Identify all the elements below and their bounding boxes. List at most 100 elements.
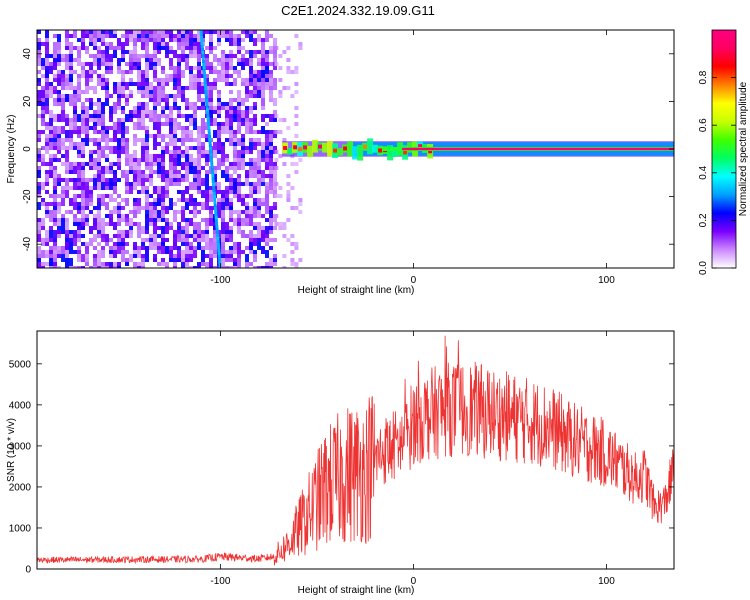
spectrogram-cell <box>145 258 149 262</box>
spectrogram-cell <box>57 266 61 268</box>
spectrogram-cell <box>213 238 217 242</box>
spectrogram-cell <box>57 102 61 106</box>
spectrogram-cell <box>237 162 241 170</box>
spectrogram-cell <box>418 144 423 149</box>
spectrogram-cell <box>197 42 201 50</box>
spectrogram-cell <box>85 186 89 190</box>
spectrogram-cell <box>73 214 77 218</box>
spectrogram-cell <box>249 186 253 194</box>
spectrogram-cell <box>201 190 205 198</box>
spectrogram-cell <box>273 186 277 190</box>
spectrogram-cell <box>205 102 209 105</box>
spectrogram-cell <box>298 258 303 262</box>
spectrogram-cell <box>133 46 137 54</box>
spectrogram-cell <box>241 38 245 42</box>
spectrogram-cell <box>113 34 117 38</box>
spectrogram-cell <box>185 114 189 122</box>
spectrogram-cell <box>197 210 201 214</box>
spectrogram-cell <box>153 114 157 122</box>
spectrogram-cell <box>214 213 218 216</box>
spectrogram-cell <box>161 122 165 126</box>
spectrogram-cell <box>125 222 129 226</box>
spectrogram-cell <box>197 174 201 178</box>
spectrogram-cell <box>101 166 105 174</box>
spectrogram-cell <box>153 258 157 262</box>
spectrogram-cell <box>65 222 69 230</box>
spectrogram-cell <box>229 90 233 94</box>
spectrogram-cell <box>157 242 161 246</box>
spectrogram-cell <box>121 218 125 222</box>
spectrogram-cell <box>257 142 261 146</box>
spectrogram-cell <box>213 86 217 90</box>
spectrogram-cell <box>161 98 165 102</box>
spectrogram-cell <box>153 190 157 194</box>
spectrogram-cell <box>249 106 253 110</box>
spectrogram-cell <box>177 62 181 66</box>
spectrogram-cell <box>81 90 85 94</box>
spectrogram-cell <box>249 218 253 226</box>
spectrogram-cell <box>213 198 217 201</box>
spectrogram-cell <box>253 30 257 34</box>
spectrogram-cell <box>73 106 77 110</box>
spectrogram-cell <box>129 170 133 174</box>
spectrogram-cell <box>221 218 225 222</box>
spectrogram-cell <box>261 38 265 42</box>
spectrogram-cell <box>105 70 109 74</box>
spectrogram-cell <box>221 122 225 126</box>
spectrogram-cell <box>265 262 269 268</box>
spectrogram-cell <box>133 114 137 118</box>
spectrogram-cell <box>37 114 41 118</box>
spectrogram-cell <box>185 106 189 110</box>
spectrogram-cell <box>53 266 57 268</box>
spectrogram-cell <box>193 166 197 174</box>
spectrogram-cell <box>49 238 53 242</box>
spectrogram-cell <box>229 30 233 38</box>
spectrogram-cell <box>173 38 177 42</box>
spectrogram-cell <box>181 210 185 214</box>
spectrogram-cell <box>117 242 121 246</box>
spectrogram-cell <box>201 166 205 170</box>
spectrogram-cell <box>205 105 209 108</box>
spectrogram-cell <box>89 86 93 90</box>
spectrogram-cell <box>197 178 201 186</box>
spectrogram-cell <box>173 262 177 266</box>
spectrogram-cell <box>204 93 208 96</box>
spectrogram-cell <box>205 30 209 34</box>
spectrogram-cell <box>253 182 257 186</box>
spectrogram-cell <box>177 66 181 74</box>
spectrogram-cell <box>109 250 113 254</box>
spectrogram-cell <box>69 238 73 242</box>
spectrogram-cell <box>141 94 145 98</box>
spectrogram-cell <box>61 162 65 166</box>
spectrogram-cell <box>77 142 81 146</box>
spectrogram-cell <box>53 246 57 250</box>
spectrogram-cell <box>53 222 57 226</box>
spectrogram-cell <box>225 118 229 126</box>
spectrogram-cell <box>53 238 57 242</box>
spectrogram-cell <box>137 170 141 178</box>
spectrogram-cell <box>181 42 185 46</box>
spectrogram-cell <box>45 138 49 142</box>
spectrogram-cell <box>273 262 277 266</box>
spectrogram-cell <box>237 194 241 202</box>
spectrogram-cell <box>137 138 141 142</box>
spectrogram-cell <box>274 62 279 66</box>
spectrogram-cell <box>189 106 193 110</box>
spectrogram-cell <box>105 266 109 268</box>
spectrogram-cell <box>161 170 165 174</box>
spectrogram-cell <box>269 46 273 50</box>
spectrogram-cell <box>89 126 93 130</box>
spectrogram-cell <box>41 262 45 268</box>
spectrogram-cell <box>273 254 277 258</box>
spectrogram-cell <box>157 30 161 34</box>
spectrogram-cell <box>53 242 57 246</box>
spectrogram-cell <box>205 58 209 66</box>
spectrogram-cell <box>193 178 197 182</box>
spectrogram-cell <box>81 210 85 218</box>
spectrogram-cell <box>77 98 81 102</box>
spectrogram-cell <box>197 106 201 110</box>
spectrogram-cell <box>61 74 65 78</box>
colorbar-frame <box>711 29 737 269</box>
spectrogram-cell <box>193 110 197 114</box>
spectrogram-cell <box>121 170 125 178</box>
